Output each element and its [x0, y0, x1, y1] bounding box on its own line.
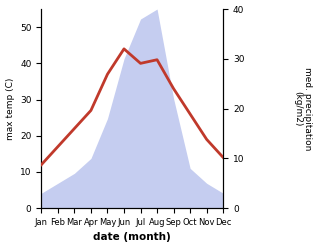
Y-axis label: med. precipitation
(kg/m2): med. precipitation (kg/m2) — [293, 67, 313, 150]
X-axis label: date (month): date (month) — [93, 232, 171, 243]
Y-axis label: max temp (C): max temp (C) — [5, 77, 15, 140]
